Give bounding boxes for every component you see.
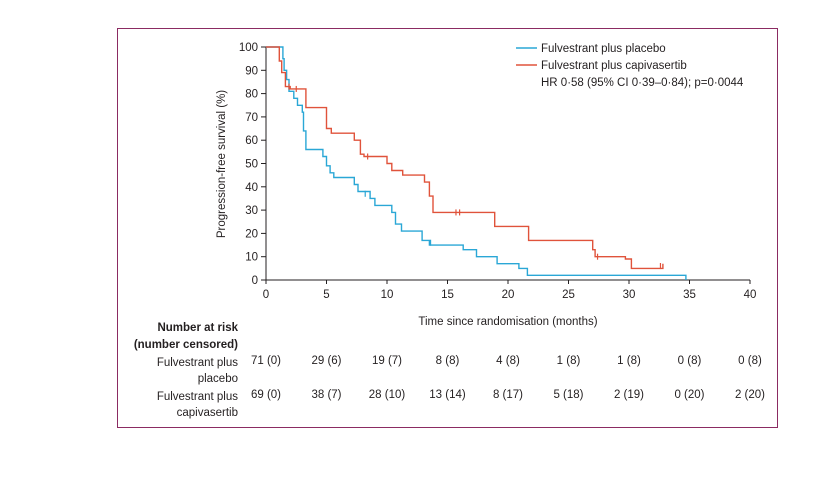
- legend-label-placebo: Fulvestrant plus placebo: [541, 43, 666, 55]
- y-tick-label: 70: [245, 112, 258, 124]
- risk-row-label-capivasertib: Fulvestrant plus: [156, 391, 238, 403]
- x-tick-label: 5: [323, 289, 329, 301]
- risk-row-label-placebo: Fulvestrant plus: [156, 357, 238, 369]
- y-tick-label: 20: [245, 228, 258, 240]
- risk-cell: 2 (20): [734, 389, 766, 401]
- survival-curves: [266, 46, 687, 280]
- risk-cell: 8 (8): [435, 355, 460, 367]
- x-tick-label: 15: [441, 289, 454, 301]
- legend: Fulvestrant plus placebo Fulvestrant plu…: [516, 43, 744, 89]
- risk-cell: 0 (8): [677, 355, 702, 367]
- risk-cell: 1 (8): [556, 355, 581, 367]
- risk-cell: 0 (8): [738, 355, 762, 367]
- x-tick-label: 35: [683, 289, 696, 301]
- risk-cell: 1 (8): [617, 355, 641, 367]
- risk-row-label-capivasertib-2: capivasertib: [176, 407, 238, 419]
- x-tick-label: 10: [381, 289, 394, 301]
- y-tick-label: 40: [245, 182, 258, 194]
- risk-row-label-placebo-2: placebo: [197, 373, 238, 385]
- y-tick-label: 30: [245, 205, 258, 217]
- risk-cell: 28 (10): [368, 389, 406, 401]
- x-tick-label: 0: [263, 289, 269, 301]
- y-tick-label: 80: [245, 89, 258, 101]
- y-tick-label: 90: [245, 65, 258, 77]
- risk-cell: 38 (7): [311, 389, 342, 401]
- y-tick-label: 100: [239, 42, 258, 54]
- x-tick-label: 25: [562, 289, 575, 301]
- risk-cell: 8 (17): [492, 389, 524, 401]
- risk-cell: 4 (8): [496, 355, 520, 367]
- risk-cell: 19 (7): [371, 355, 403, 367]
- figure-frame: [117, 28, 778, 428]
- y-axis-label: Progression-free survival (%): [216, 90, 228, 238]
- risk-cell: 29 (6): [311, 355, 342, 367]
- series-line-placebo: [266, 46, 687, 280]
- x-axis-label: Time since randomisation (months): [418, 316, 597, 328]
- y-tick-label: 0: [252, 275, 258, 287]
- y-tick-label: 60: [245, 135, 258, 147]
- risk-cell: 69 (0): [250, 389, 282, 401]
- hazard-ratio-annotation: HR 0·58 (95% CI 0·39–0·84); p=0·0044: [541, 77, 744, 89]
- risk-cell: 2 (19): [613, 389, 645, 401]
- legend-label-capivasertib: Fulvestrant plus capivasertib: [541, 60, 687, 72]
- y-tick-label: 10: [245, 252, 258, 264]
- risk-cell: 13 (14): [429, 389, 466, 401]
- risk-table-subtitle: (number censored): [133, 339, 238, 351]
- x-tick-label: 20: [502, 289, 515, 301]
- risk-cell: 71 (0): [250, 355, 282, 367]
- x-tick-label: 30: [623, 289, 636, 301]
- risk-cell: 0 (20): [674, 389, 705, 401]
- risk-table-title: Number at risk: [157, 322, 238, 334]
- x-tick-label: 40: [744, 289, 757, 301]
- axes: 0 5 10 15 20 25 30 35 40 0 10 20 30 40 50 60 70 80 90 100: [239, 42, 757, 301]
- y-tick-label: 50: [245, 159, 258, 171]
- risk-cell: 5 (18): [553, 389, 584, 401]
